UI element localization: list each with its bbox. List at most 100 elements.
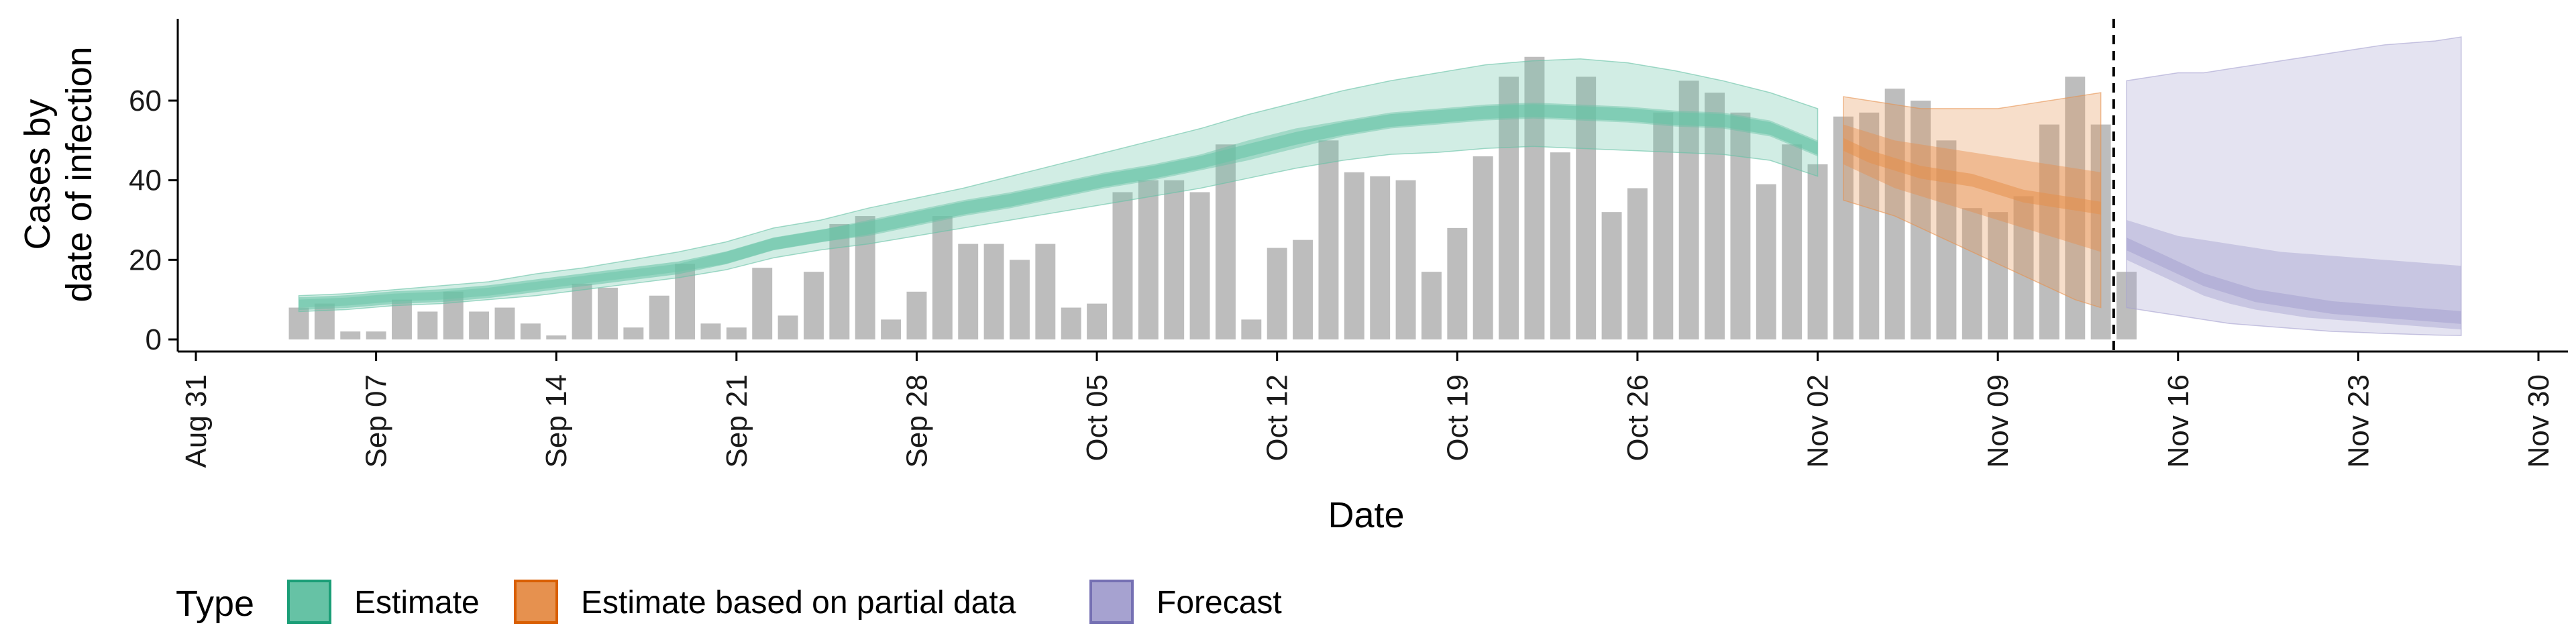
case-bar — [906, 291, 927, 339]
case-bar — [726, 327, 747, 339]
legend-title: Type — [176, 584, 254, 624]
y-tick-label: 0 — [146, 323, 162, 356]
legend-label: Estimate based on partial data — [581, 585, 1016, 621]
x-tick-label: Nov 16 — [2162, 374, 2195, 468]
case-bar — [1730, 112, 1751, 340]
case-bar — [1653, 112, 1674, 340]
legend-label: Forecast — [1157, 585, 1282, 621]
y-axis-title-line-1: Cases by — [17, 99, 58, 250]
case-bar — [2013, 196, 2034, 339]
case-bar — [932, 216, 953, 339]
case-bar — [1189, 192, 1210, 339]
estimate-partial-band-90 — [1843, 92, 2102, 309]
case-bar — [1138, 180, 1159, 339]
y-tick-label: 60 — [129, 85, 162, 117]
case-bar — [1241, 319, 1262, 339]
case-bar — [314, 303, 335, 339]
case-bar — [983, 244, 1004, 339]
case-bar — [1395, 180, 1416, 339]
case-bar — [829, 223, 850, 339]
x-tick-label: Oct 12 — [1261, 374, 1294, 462]
x-tick-label: Aug 31 — [180, 374, 213, 468]
estimate-median-band — [299, 104, 1818, 311]
forecast-median-band — [2127, 237, 2461, 324]
case-bar — [2039, 124, 2059, 339]
case-bar — [1601, 212, 1622, 339]
case-bar — [598, 287, 618, 339]
x-tick-label: Nov 02 — [1802, 374, 1835, 468]
legend-swatch — [287, 580, 331, 624]
case-bar — [855, 216, 875, 339]
case-bar — [881, 319, 902, 339]
case-bar — [1370, 176, 1391, 339]
x-axis-title: Date — [1328, 495, 1404, 535]
y-tick-label: 20 — [129, 244, 162, 276]
legend-swatch — [1089, 580, 1134, 624]
case-bar — [1756, 184, 1776, 339]
case-bar — [1318, 140, 1339, 340]
legend: Type Estimate Estimate based on partial d… — [176, 580, 1282, 624]
case-bar — [1421, 272, 1442, 339]
case-bar — [1061, 307, 1081, 339]
case-bar — [1267, 248, 1287, 339]
case-bar — [366, 331, 386, 339]
estimate-partial-median-band — [1843, 138, 2101, 215]
x-tick-label: Oct 05 — [1081, 374, 1114, 462]
x-tick-label: Nov 09 — [1982, 374, 2015, 468]
x-tick-label: Sep 28 — [900, 374, 933, 468]
y-axis-ticks: 0 20 40 60 — [129, 85, 178, 356]
x-tick-label: Sep 07 — [360, 374, 393, 468]
x-axis-ticks: Aug 31 Sep 07 Sep 14 Sep 21 Sep 28 Oct 05 Oct … — [180, 352, 2555, 468]
case-bar — [572, 283, 592, 339]
case-bar — [494, 307, 515, 339]
case-bar — [1472, 156, 1493, 340]
case-bar — [958, 244, 979, 339]
case-bar — [546, 335, 567, 339]
case-bar — [1962, 208, 1982, 339]
y-tick-label: 40 — [129, 164, 162, 197]
x-tick-label: Sep 14 — [540, 374, 573, 468]
case-bar — [1087, 303, 1108, 339]
case-bar — [520, 323, 541, 339]
case-bar — [1911, 101, 1931, 339]
case-bar — [700, 323, 721, 339]
case-bar — [469, 311, 490, 339]
case-bar — [1009, 260, 1030, 339]
case-bar — [392, 299, 412, 339]
case-bar — [1576, 76, 1597, 340]
case-bar — [1164, 180, 1185, 339]
x-tick-label: Nov 30 — [2522, 374, 2555, 468]
case-bar — [1524, 56, 1545, 339]
axes: 0 20 40 60 Aug 31 Sep 07 Sep 14 Sep 21 Sep 28 Oc… — [129, 19, 2568, 468]
forecast-band-90 — [2126, 36, 2462, 336]
estimate-partial-band-50 — [1843, 124, 2101, 252]
case-bar — [752, 268, 773, 339]
case-bar — [1499, 76, 1519, 340]
case-bar — [1293, 239, 1313, 339]
x-tick-label: Nov 23 — [2342, 374, 2375, 468]
x-tick-label: Oct 19 — [1441, 374, 1474, 462]
case-bar — [288, 307, 309, 339]
case-bar — [340, 331, 361, 339]
reported-cases-bars — [288, 56, 2137, 340]
legend-label: Estimate — [354, 585, 480, 621]
estimate-bands — [298, 36, 2462, 336]
case-bar — [649, 295, 669, 339]
case-bar — [1344, 172, 1364, 339]
case-bar — [1035, 244, 1056, 339]
forecast-band-50 — [2127, 220, 2461, 330]
y-axis-title-line-2: date of infection — [59, 46, 99, 302]
x-tick-label: Sep 21 — [720, 374, 753, 468]
legend-swatch — [514, 580, 558, 624]
case-bar — [1782, 144, 1803, 339]
case-bar — [1550, 152, 1570, 339]
case-bar — [777, 315, 798, 339]
case-bar — [804, 272, 824, 339]
case-bar — [1705, 93, 1725, 339]
case-bar — [417, 311, 438, 339]
case-bar — [1988, 212, 2008, 339]
case-bar — [1112, 192, 1133, 339]
x-tick-label: Oct 26 — [1621, 374, 1654, 462]
